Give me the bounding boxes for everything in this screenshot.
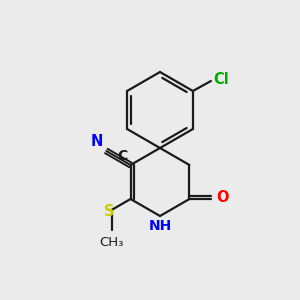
Text: CH₃: CH₃	[99, 236, 124, 249]
Text: S: S	[104, 203, 115, 218]
Text: C: C	[117, 149, 128, 163]
Text: Cl: Cl	[213, 71, 229, 86]
Text: N: N	[91, 134, 103, 149]
Text: NH: NH	[148, 219, 172, 233]
Text: O: O	[216, 190, 229, 206]
